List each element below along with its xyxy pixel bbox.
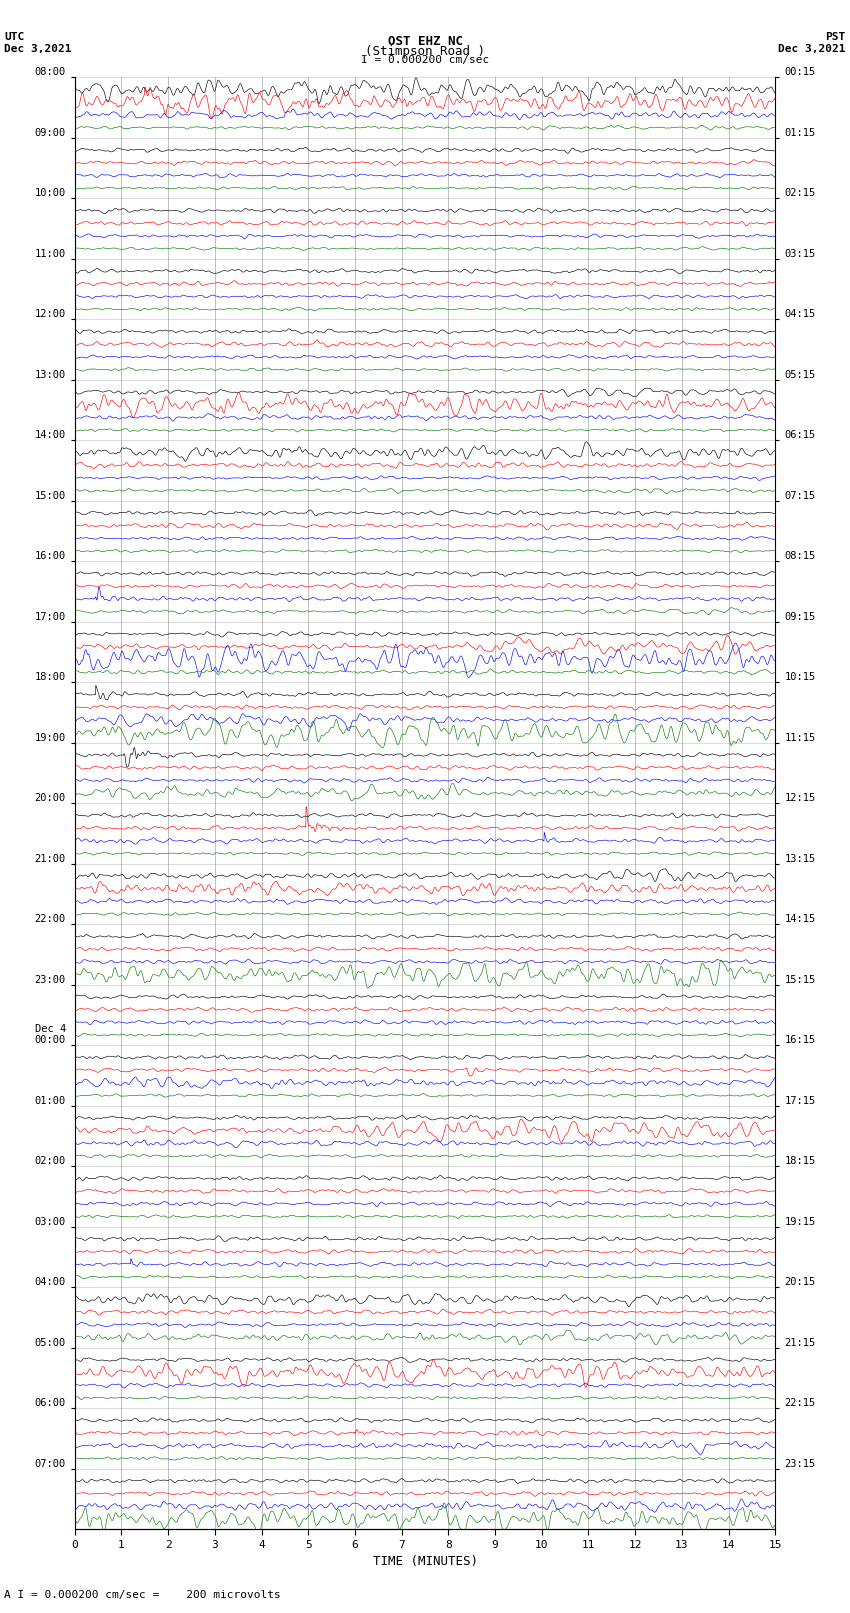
- Text: Dec 3,2021: Dec 3,2021: [779, 44, 846, 53]
- Text: OST EHZ NC: OST EHZ NC: [388, 35, 462, 48]
- Text: A I = 0.000200 cm/sec =    200 microvolts: A I = 0.000200 cm/sec = 200 microvolts: [4, 1590, 281, 1600]
- X-axis label: TIME (MINUTES): TIME (MINUTES): [372, 1555, 478, 1568]
- Text: Dec 3,2021: Dec 3,2021: [4, 44, 71, 53]
- Text: (Stimpson Road ): (Stimpson Road ): [365, 45, 485, 58]
- Text: UTC: UTC: [4, 32, 25, 42]
- Text: I = 0.000200 cm/sec: I = 0.000200 cm/sec: [361, 55, 489, 65]
- Text: PST: PST: [825, 32, 846, 42]
